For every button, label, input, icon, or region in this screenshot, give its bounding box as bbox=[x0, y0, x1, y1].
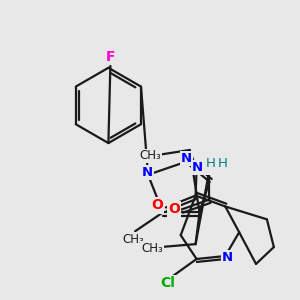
Text: CH₃: CH₃ bbox=[139, 149, 161, 162]
Text: N: N bbox=[181, 152, 192, 165]
Text: N: N bbox=[142, 166, 153, 179]
Text: H: H bbox=[206, 158, 215, 170]
Text: Cl: Cl bbox=[160, 276, 175, 290]
Text: CH₃: CH₃ bbox=[141, 242, 163, 255]
Text: F: F bbox=[106, 50, 115, 64]
Text: N: N bbox=[205, 161, 216, 174]
Text: N: N bbox=[192, 161, 203, 174]
Text: CH₃: CH₃ bbox=[122, 233, 144, 246]
Text: H: H bbox=[218, 158, 227, 170]
Text: N: N bbox=[222, 251, 233, 265]
Text: O: O bbox=[151, 199, 163, 212]
Text: O: O bbox=[168, 202, 180, 216]
